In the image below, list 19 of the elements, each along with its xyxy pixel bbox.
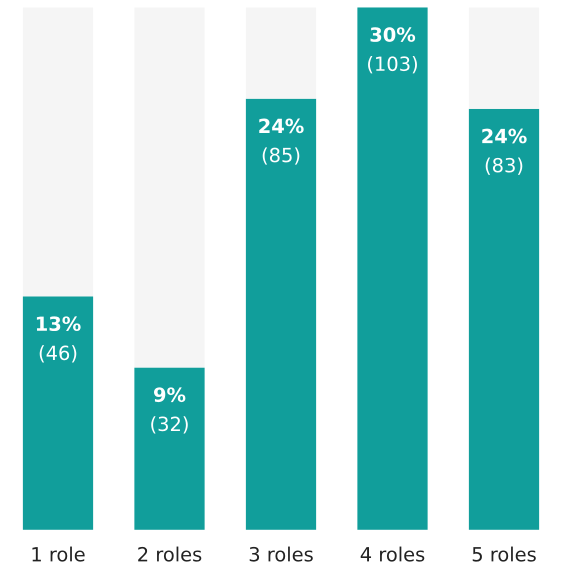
bar — [468, 7, 540, 109]
bar — [246, 98, 316, 530]
x-tick-label: 5 roles — [472, 546, 536, 562]
data-label: 13% (46) — [36, 316, 81, 363]
x-tick-label: 1 role — [32, 546, 85, 562]
bar — [357, 7, 428, 530]
x-tick-label: 2 roles — [138, 546, 202, 562]
bar — [134, 7, 205, 368]
data-label: 24% (83) — [482, 128, 527, 175]
bar — [468, 108, 540, 530]
data-label: 30% (103) — [368, 27, 417, 74]
x-tick-label: 4 roles — [360, 546, 424, 562]
bar — [22, 7, 94, 297]
bar — [246, 7, 316, 99]
bar — [134, 368, 205, 530]
bar — [22, 296, 94, 530]
data-label: 24% (85) — [259, 118, 304, 165]
x-tick-label: 3 roles — [250, 546, 313, 562]
data-label: 9% (32) — [151, 387, 188, 434]
